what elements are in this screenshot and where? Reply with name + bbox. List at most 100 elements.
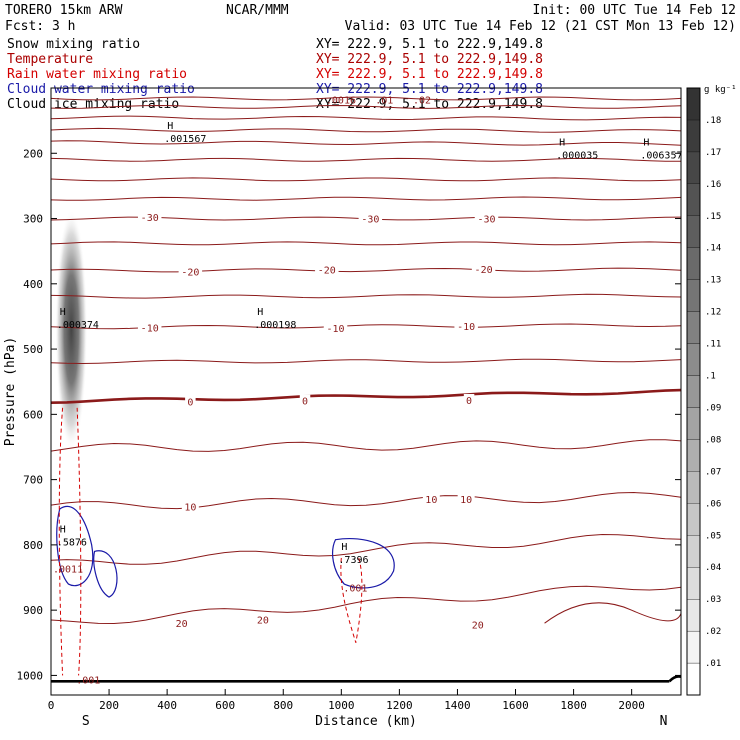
isotherm-value: 20	[472, 621, 484, 632]
isotherm-contour	[50, 585, 682, 625]
isotherm-value: -30	[361, 215, 379, 226]
contour-value-label: .001	[76, 675, 100, 686]
model-title: TORERO 15km ARW	[5, 3, 123, 18]
colorbar-swatch	[686, 439, 701, 472]
isotherm-label: -30	[137, 211, 162, 224]
colorbar-swatch	[686, 567, 701, 600]
colorbar-label: .06	[705, 499, 721, 509]
x-tick-label: 0	[48, 699, 55, 712]
extremum-value: .006357	[640, 150, 682, 161]
isotherm-label-bg	[474, 212, 499, 225]
x-tick-label: 200	[99, 699, 119, 712]
isotherm-value: -10	[326, 324, 344, 335]
rain-water-contour	[340, 557, 363, 643]
isotherm-label-bg	[137, 321, 162, 334]
extremum-H: H	[559, 137, 565, 148]
legend-entry-name: Cloud water mixing ratio	[7, 82, 195, 97]
isotherm-value: -20	[181, 267, 199, 278]
colorbar-swatch	[686, 599, 701, 632]
extremum-H: H	[60, 524, 66, 535]
x-axis-label: Distance (km)	[315, 714, 417, 729]
colorbar-label: .03	[705, 595, 721, 605]
extremum-marker: H .000374	[57, 307, 99, 331]
isotherm-contour	[544, 602, 682, 624]
isotherm-label: 10	[457, 493, 475, 506]
isotherm-contour	[50, 358, 682, 365]
extremum-H: H	[341, 542, 347, 553]
isotherm-value: 10	[425, 495, 437, 506]
isotherm-value: 0	[466, 396, 472, 407]
isotherm-label: -10	[137, 321, 162, 335]
x-tick-label: 400	[157, 699, 177, 712]
extremum-value: .000374	[57, 320, 99, 331]
y-tick-label: 500	[23, 343, 43, 356]
isotherm-label-bg	[173, 617, 191, 630]
legend-entry-name: Rain water mixing ratio	[7, 67, 187, 82]
colorbar-frame	[686, 87, 701, 696]
colorbar-swatch	[686, 535, 701, 568]
extremum-H: H	[257, 307, 263, 318]
isotherm-value: 20	[176, 619, 188, 630]
x-tick-label: 1600	[502, 699, 529, 712]
isotherm-label-bg	[471, 262, 496, 275]
extremum-H: H	[643, 137, 649, 148]
isotherm-label-bg	[181, 500, 199, 513]
isotherm-label: -30	[358, 212, 383, 226]
isotherm-label-bg	[254, 613, 272, 626]
legend-entry-coords: XY= 222.9, 5.1 to 222.9,149.8	[316, 82, 543, 97]
colorbar-swatch	[686, 471, 701, 504]
isotherm-label-bg	[137, 211, 162, 224]
y-tick-label: 600	[23, 408, 43, 421]
colorbar-swatch	[686, 87, 701, 121]
colorbar-label: .18	[705, 116, 721, 126]
extremum-marker: H .001567	[164, 121, 206, 145]
colorbar-swatch	[686, 630, 701, 664]
colorbar-label: .15	[705, 212, 721, 222]
isotherm-label-bg	[185, 395, 196, 408]
colorbar-swatch	[686, 183, 701, 216]
isotherm-label: -20	[178, 265, 203, 278]
legend-entry-name: Snow mixing ratio	[7, 37, 140, 52]
cloud-water-contour	[56, 505, 94, 587]
colorbar-label: .14	[705, 244, 721, 254]
extremum-marker: H .006357	[640, 137, 682, 161]
isotherm-label: 0	[463, 393, 475, 407]
isotherm-label: 10	[181, 500, 199, 513]
isotherm-value: 0	[302, 397, 308, 408]
isotherm-label: 0	[185, 395, 196, 408]
x-tick-label: 1800	[560, 699, 587, 712]
extremum-marker: H .000035	[556, 137, 598, 161]
x-tick-label: 800	[273, 699, 293, 712]
isotherm-label-bg	[454, 320, 478, 333]
isotherm-label: -20	[315, 263, 339, 276]
colorbar-swatch	[686, 279, 701, 312]
isotherm-label-bg	[422, 493, 440, 506]
isotherm-value: 10	[460, 495, 472, 506]
extremum-H: H	[167, 121, 173, 132]
init-time: Init: 00 UTC Tue 14 Feb 12	[533, 3, 737, 18]
x-tick-label: 600	[215, 699, 235, 712]
isotherm-contour	[50, 267, 682, 273]
extremum-value: .7396	[338, 555, 368, 566]
isotherm-label: 20	[254, 613, 272, 626]
cloud-water-contour	[93, 550, 118, 598]
contour-value-label: .0016	[326, 96, 356, 107]
x-tick-label: 1000	[328, 699, 355, 712]
y-axis-label: Pressure (hPa)	[3, 337, 18, 447]
isotherm-value: 0	[187, 397, 193, 408]
isotherm-label: -20	[471, 262, 496, 276]
isotherm-contour	[50, 177, 682, 182]
legend-entry-name: Cloud ice mixing ratio	[7, 97, 179, 112]
contour-value-label: .0011	[53, 564, 83, 575]
isotherm-label-bg	[469, 618, 487, 631]
isotherm-contour	[50, 127, 682, 133]
extremum-value: .5876	[57, 537, 87, 548]
colorbar-label: .04	[705, 563, 721, 573]
terrain-line	[668, 675, 682, 683]
isotherm-value: 20	[257, 615, 269, 626]
isotherm-contour	[50, 157, 681, 162]
header: TORERO 15km ARW NCAR/MMM Init: 00 UTC Tu…	[5, 3, 736, 34]
isotherm-label: 20	[469, 618, 487, 632]
colorbar: .01 .02 .03 .04 .05 .06 .07 .08 .09 .1 .11 .12 .13 .1…	[686, 85, 737, 696]
colorbar-swatch	[686, 503, 701, 536]
